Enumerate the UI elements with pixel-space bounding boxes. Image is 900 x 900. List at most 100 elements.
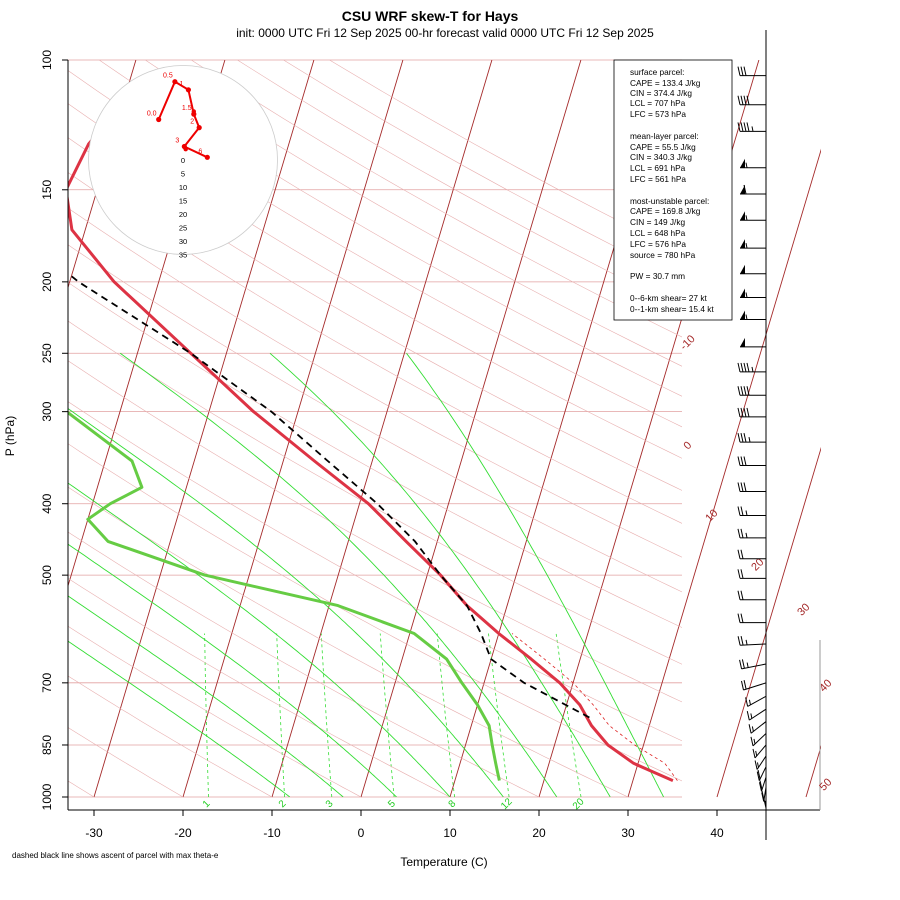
x-tick-label: 20 <box>532 826 546 840</box>
hodograph-ring-label: 35 <box>179 251 187 260</box>
mixing-ratio-label: 2 <box>277 798 289 810</box>
wind-barb <box>748 721 767 734</box>
dry-adiabat-line <box>99 60 682 397</box>
isotherm-label: -10 <box>678 333 698 353</box>
wind-barb <box>737 122 766 132</box>
wind-barb-feather <box>758 782 762 792</box>
wind-barb-feather <box>759 780 763 790</box>
most-unstable-heading: most-unstable parcel: <box>630 196 709 206</box>
surface-heading: surface parcel: <box>630 67 684 77</box>
dry-adiabat-line <box>68 625 362 797</box>
wind-barbs <box>737 66 767 809</box>
wind-barb <box>740 337 766 348</box>
wind-barb-feather <box>737 636 741 646</box>
wind-barb-shaft <box>752 733 767 747</box>
wind-barb-feather <box>745 697 749 707</box>
x-axis-ticks: -30 -20 -10 0 10 20 30 40 <box>85 810 724 840</box>
precipitable-water: PW = 30.7 mm <box>630 271 685 281</box>
wind-barb <box>763 793 767 809</box>
wind-barb <box>740 239 766 249</box>
isotherm-line <box>93 60 315 798</box>
wind-barb-half-feather <box>745 162 748 168</box>
dry-adiabat-line <box>68 727 184 797</box>
wind-barb-flag <box>740 158 745 168</box>
wind-barb-feather <box>737 95 741 105</box>
wind-barb <box>737 482 766 492</box>
wind-barb-half-feather <box>756 762 759 768</box>
dry-adiabat-line <box>68 103 682 459</box>
hodograph-point-label: 0.5 <box>163 73 173 80</box>
wind-barb-feather <box>743 386 747 396</box>
y-tick-label: 850 <box>40 735 54 755</box>
wind-barb-feather <box>746 362 750 373</box>
hodograph: 0 5 10 15 20 25 30 35 0.0 0.5 1 1.5 2 3 6 <box>88 65 278 260</box>
y-axis-label: P (hPa) <box>3 416 17 456</box>
chart-subtitle: init: 0000 UTC Fri 12 Sep 2025 00-hr for… <box>236 26 654 40</box>
wind-barb-feather <box>746 122 750 132</box>
parcel-footnote: dashed black line shows ascent of parcel… <box>12 851 219 860</box>
wind-barb-shaft <box>750 721 767 734</box>
dry-adiabat-line <box>68 70 682 428</box>
wind-barb-feather <box>737 569 741 579</box>
wind-barb-half-feather <box>745 215 748 221</box>
chart-title: CSU WRF skew-T for Hays <box>342 8 519 24</box>
mixing-ratio-line <box>555 633 582 797</box>
y-tick-label: 150 <box>40 179 54 199</box>
isotherm-line <box>716 446 821 798</box>
x-tick-label: 0 <box>358 826 365 840</box>
parcel-stats-box: surface parcel: CAPE = 133.4 J/kg CIN = … <box>613 59 733 321</box>
wind-barb <box>737 362 766 373</box>
x-tick-label: 10 <box>443 826 457 840</box>
wind-barb <box>737 456 766 467</box>
wind-barb-feather <box>754 760 758 770</box>
hodograph-ring-label: 15 <box>179 197 187 206</box>
wind-barb-flag <box>740 264 745 274</box>
wind-barb-feather <box>743 95 747 105</box>
hodograph-point <box>156 116 162 123</box>
hodograph-point-label: 3 <box>175 138 179 145</box>
sounding-profiles <box>68 74 678 782</box>
moist-adiabat-line <box>68 543 397 797</box>
wind-barb <box>737 569 766 579</box>
wind-barb <box>740 680 767 691</box>
wind-barb <box>737 506 766 517</box>
mixing-ratio-label: 1 <box>201 798 213 810</box>
hodograph-ring-label: 10 <box>179 183 187 192</box>
wind-barb-feather <box>737 549 741 559</box>
isotherm-line <box>627 148 821 798</box>
hodograph-ring-label: 30 <box>179 237 187 246</box>
wind-barb-feather <box>756 771 760 781</box>
wind-barb <box>737 590 766 601</box>
wind-barb-flag <box>740 337 745 347</box>
wind-barb-feather <box>737 528 741 538</box>
x-tick-label: 40 <box>710 826 724 840</box>
wind-barb-feather <box>740 433 744 443</box>
wind-barb-feather <box>737 407 741 418</box>
wind-barb-half-feather <box>745 532 748 538</box>
wind-barb-flag <box>740 185 745 195</box>
wind-barb-feather <box>740 122 744 132</box>
wind-barb-feather <box>743 482 747 492</box>
most-unstable-source: source = 780 hPa <box>630 250 696 260</box>
x-tick-label: -10 <box>263 826 281 840</box>
isotherm-line <box>360 60 582 798</box>
wind-barb-flag <box>740 239 745 249</box>
isotherm-label: 0 <box>681 439 694 452</box>
wind-barb-feather <box>740 95 744 105</box>
wind-barb-feather <box>740 635 744 646</box>
y-axis-ticks: 100 150 200 250 300 400 500 700 850 1000 <box>40 50 68 810</box>
mixing-ratio-line <box>320 633 333 797</box>
wind-barb-feather <box>746 407 750 418</box>
wind-barb-feather <box>746 386 750 396</box>
wind-barb-feather <box>743 680 747 690</box>
hodograph-ring-label: 0 <box>181 156 185 165</box>
wind-barb <box>737 528 766 539</box>
wind-barb-feather <box>737 362 741 373</box>
y-tick-label: 1000 <box>40 783 54 810</box>
wind-barb-feather <box>737 506 741 516</box>
most-unstable-cin: CIN = 149 J/kg <box>630 217 685 227</box>
dry-adiabat-line <box>68 244 682 593</box>
wind-barb-feather <box>740 386 744 396</box>
x-tick-label: 30 <box>621 826 635 840</box>
